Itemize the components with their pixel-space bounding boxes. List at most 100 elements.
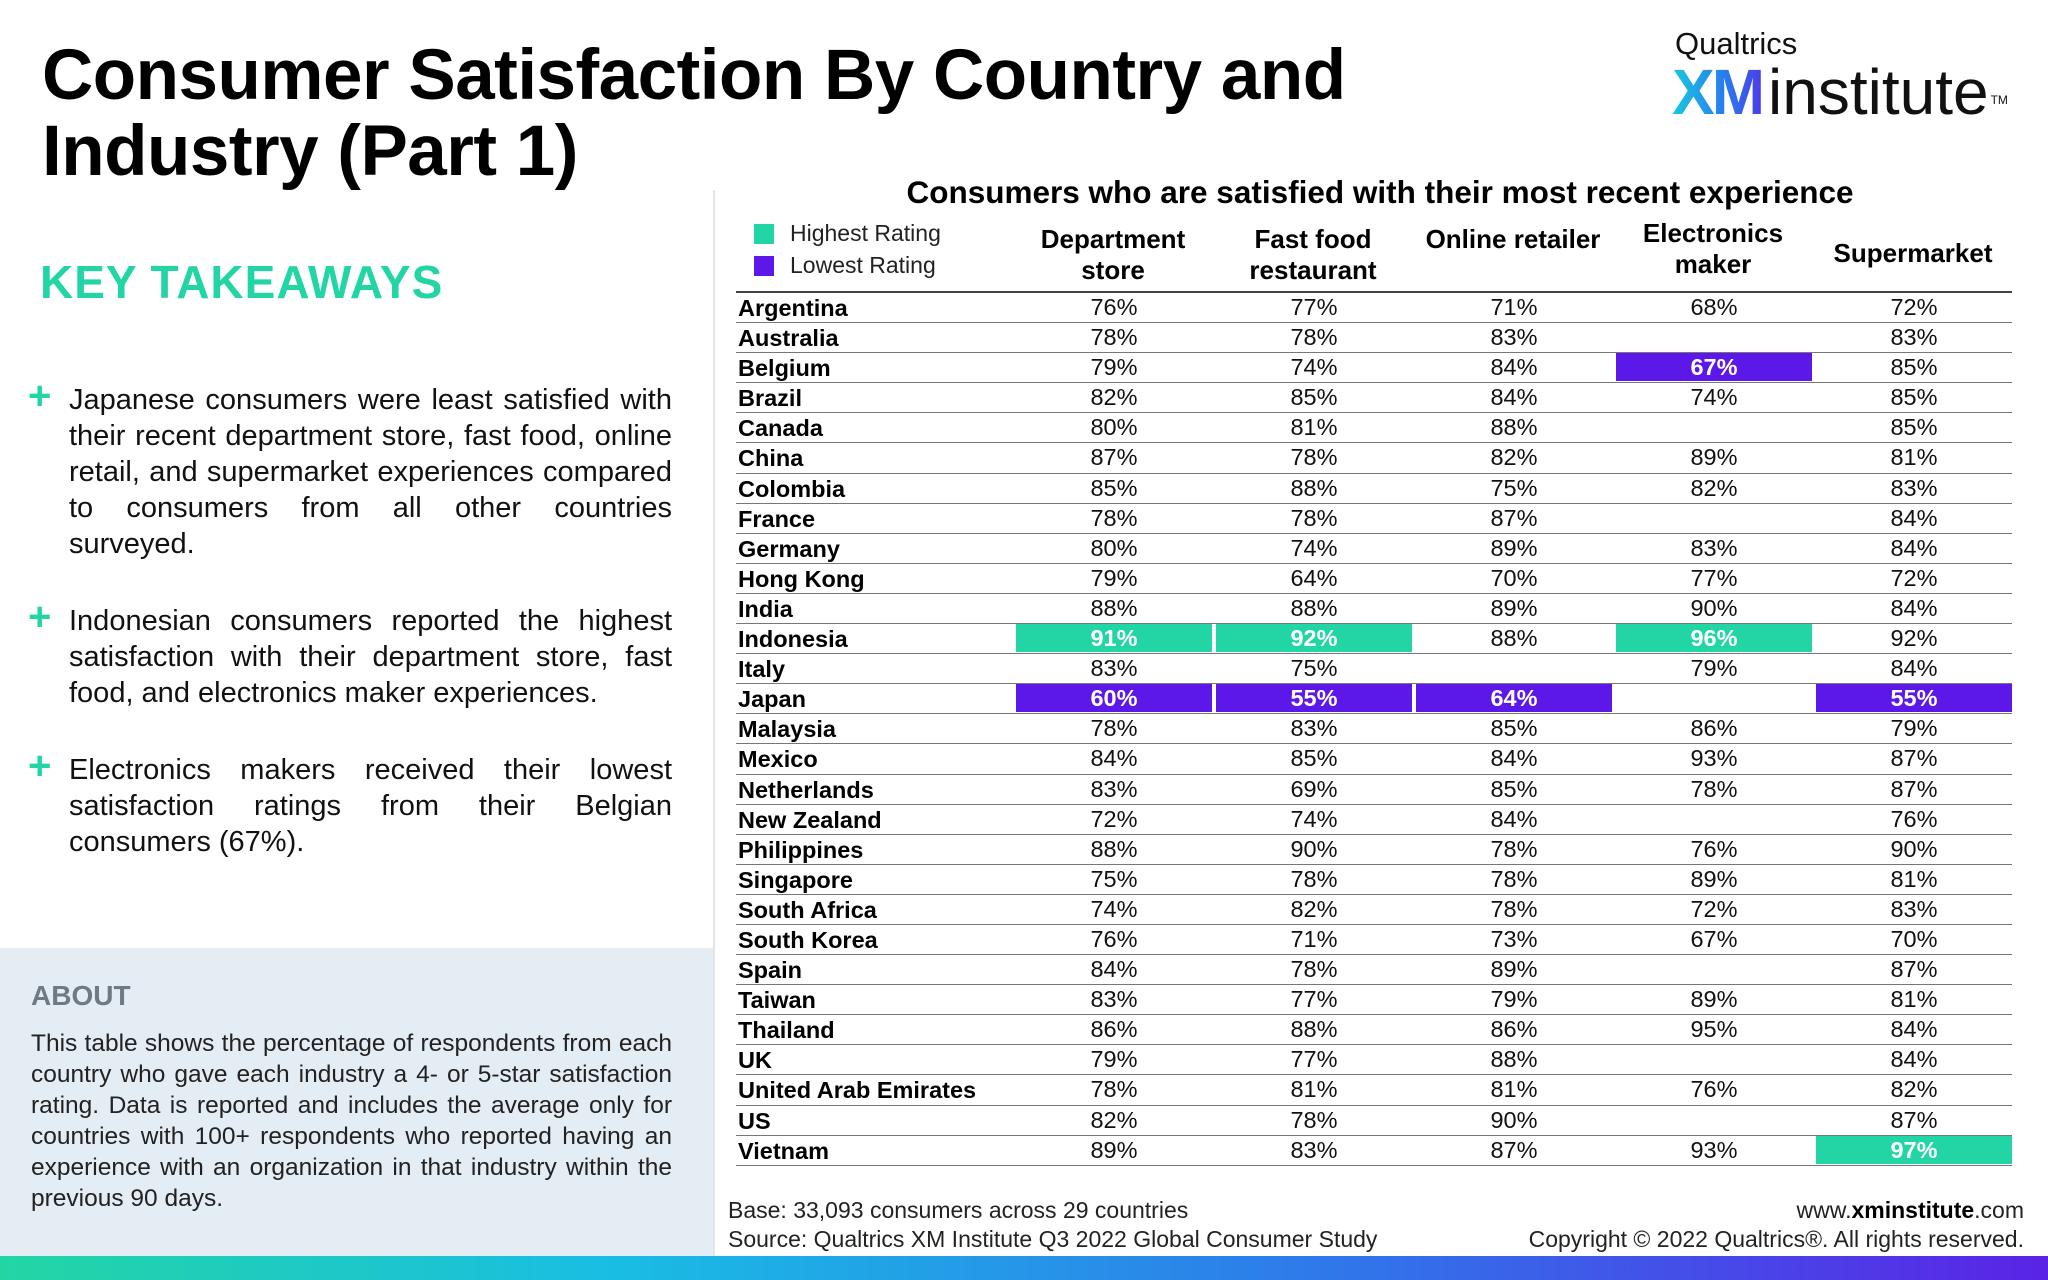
table-row: Thailand 86% 88% 86% 95% 84% (736, 1015, 2012, 1046)
table-cell: 84% (1490, 384, 1538, 411)
table-cell: 83% (1890, 474, 1938, 501)
table-cell: 91% (1016, 624, 1212, 653)
table-cell: 84% (1490, 745, 1538, 772)
page-title: Consumer Satisfaction By Country and Ind… (42, 36, 1346, 191)
table-cell: 78% (1090, 324, 1138, 351)
table-cell: 84% (1490, 354, 1538, 381)
column-header-fast-food: Fast food restaurant (1249, 224, 1377, 285)
column-header-online-retailer: Online retailer (1425, 224, 1601, 254)
table-cell: 88% (1490, 1046, 1538, 1073)
country-label: France (738, 505, 816, 532)
table-cell: 84% (1890, 594, 1938, 621)
table-cell: 78% (1090, 1076, 1138, 1103)
table-cell: 90% (1890, 835, 1938, 862)
table-cell (1416, 654, 1612, 682)
country-label: Italy (738, 656, 786, 683)
country-label: Mexico (738, 746, 818, 773)
table-row: Belgium 79% 74% 84% 67% 85% (736, 353, 2012, 384)
country-label: United Arab Emirates (738, 1077, 977, 1104)
table-row: UK 79% 77% 88% 84% (736, 1045, 2012, 1076)
table-cell: 78% (1090, 715, 1138, 742)
table-cell: 55% (1816, 684, 2012, 713)
header-rule (736, 291, 2012, 293)
table-cell: 72% (1890, 564, 1938, 591)
table-cell: 70% (1490, 564, 1538, 591)
table-cell: 85% (1090, 474, 1138, 501)
table-cell (1616, 413, 1812, 441)
country-label: Japan (738, 686, 806, 713)
table-cell: 64% (1290, 564, 1338, 591)
table-cell: 83% (1690, 534, 1738, 561)
table-cell: 78% (1690, 775, 1738, 802)
table-title: Consumers who are satisfied with their m… (906, 174, 1854, 210)
table-cell: 97% (1816, 1135, 2012, 1164)
country-label: Philippines (738, 836, 864, 863)
satisfaction-table: Argentina 76% 77% 71% 68% 72% Australia 78% 78% 8… (736, 293, 2012, 1166)
table-cell: 89% (1090, 1136, 1138, 1163)
key-takeaways-list: + Japanese consumers were least satisfie… (28, 374, 672, 901)
table-cell: 75% (1290, 655, 1338, 682)
table-cell: 77% (1690, 564, 1738, 591)
table-cell: 78% (1490, 835, 1538, 862)
table-cell: 90% (1690, 594, 1738, 621)
table-cell: 93% (1690, 1136, 1738, 1163)
table-cell: 79% (1690, 655, 1738, 682)
table-cell: 76% (1090, 925, 1138, 952)
table-cell: 60% (1016, 684, 1212, 713)
table-cell: 81% (1890, 444, 1938, 471)
table-cell: 81% (1890, 865, 1938, 892)
table-cell: 83% (1890, 324, 1938, 351)
table-row: Canada 80% 81% 88% 85% (736, 413, 2012, 444)
table-cell: 84% (1490, 805, 1538, 832)
table-cell: 88% (1490, 625, 1538, 652)
table-cell: 82% (1490, 444, 1538, 471)
table-cell: 81% (1290, 414, 1338, 441)
table-row: Malaysia 78% 83% 85% 86% 79% (736, 714, 2012, 745)
table-cell: 74% (1290, 805, 1338, 832)
country-label: Netherlands (738, 776, 874, 803)
table-cell: 88% (1290, 1016, 1338, 1043)
table-cell: 67% (1616, 353, 1812, 382)
table-cell: 85% (1890, 414, 1938, 441)
table-cell: 89% (1490, 956, 1538, 983)
table-cell: 87% (1890, 745, 1938, 772)
country-label: Belgium (738, 355, 831, 382)
table-cell: 72% (1690, 895, 1738, 922)
website-link[interactable]: www.xminstitute.com (1529, 1196, 2024, 1225)
table-cell: 89% (1490, 594, 1538, 621)
table-cell: 82% (1290, 895, 1338, 922)
logo-qualtrics-text: Qualtrics (1675, 26, 1798, 61)
country-label: US (738, 1107, 771, 1134)
table-cell: 71% (1490, 294, 1538, 320)
table-cell: 80% (1090, 534, 1138, 561)
legend-highest-swatch (754, 224, 774, 244)
table-cell (1616, 805, 1812, 833)
table-cell (1616, 684, 1812, 712)
table-cell: 90% (1490, 1106, 1538, 1133)
table-cell: 76% (1690, 835, 1738, 862)
table-cell: 82% (1090, 384, 1138, 411)
table-cell: 85% (1290, 384, 1338, 411)
legend-highest-label: Highest Rating (790, 220, 941, 246)
table-cell: 74% (1690, 384, 1738, 411)
table-cell: 82% (1690, 474, 1738, 501)
table-row: Vietnam 89% 83% 87% 93% 97% (736, 1135, 2012, 1166)
base-note: Base: 33,093 consumers across 29 countri… (728, 1197, 1189, 1223)
table-cell: 80% (1090, 414, 1138, 441)
url-domain: xminstitute (1851, 1197, 1975, 1223)
about-panel: ABOUT This table shows the percentage of… (0, 948, 714, 1256)
footer-notes: Base: 33,093 consumers across 29 countri… (728, 1196, 1377, 1254)
table-cell: 87% (1890, 775, 1938, 802)
country-label: South Africa (738, 896, 877, 923)
table-cell: 75% (1090, 865, 1138, 892)
country-label: Hong Kong (738, 565, 865, 592)
table-row: Philippines 88% 90% 78% 76% 90% (736, 835, 2012, 865)
copyright: Copyright © 2022 Qualtrics®. All rights … (1528, 1226, 2024, 1252)
table-row: Australia 78% 78% 83% 83% (736, 323, 2012, 354)
about-heading: ABOUT (31, 980, 131, 1011)
table-row: China 87% 78% 82% 89% 81% (736, 443, 2012, 474)
logo-wordmark: XMinstitute TM (1672, 60, 2008, 124)
table-cell: 74% (1090, 895, 1138, 922)
table-cell: 82% (1090, 1106, 1138, 1133)
column-header-electronics-maker: Electronics maker (1642, 218, 1784, 279)
